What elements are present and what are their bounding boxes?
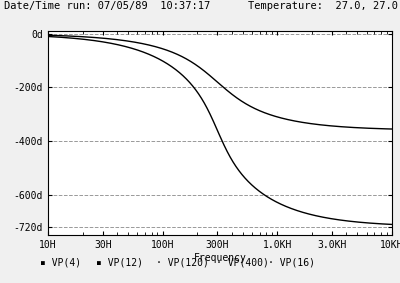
Text: Temperature:  27.0, 27.0,: Temperature: 27.0, 27.0,	[248, 1, 400, 11]
Text: · VP(400): · VP(400)	[216, 258, 269, 267]
Text: · VP(16): · VP(16)	[268, 258, 315, 267]
X-axis label: Frequency: Frequency	[194, 252, 246, 263]
Text: ▪ VP(4): ▪ VP(4)	[40, 258, 81, 267]
Text: · VP(120): · VP(120)	[156, 258, 209, 267]
Text: Date/Time run: 07/05/89  10:37:17: Date/Time run: 07/05/89 10:37:17	[4, 1, 210, 11]
Text: ▪ VP(12): ▪ VP(12)	[96, 258, 143, 267]
